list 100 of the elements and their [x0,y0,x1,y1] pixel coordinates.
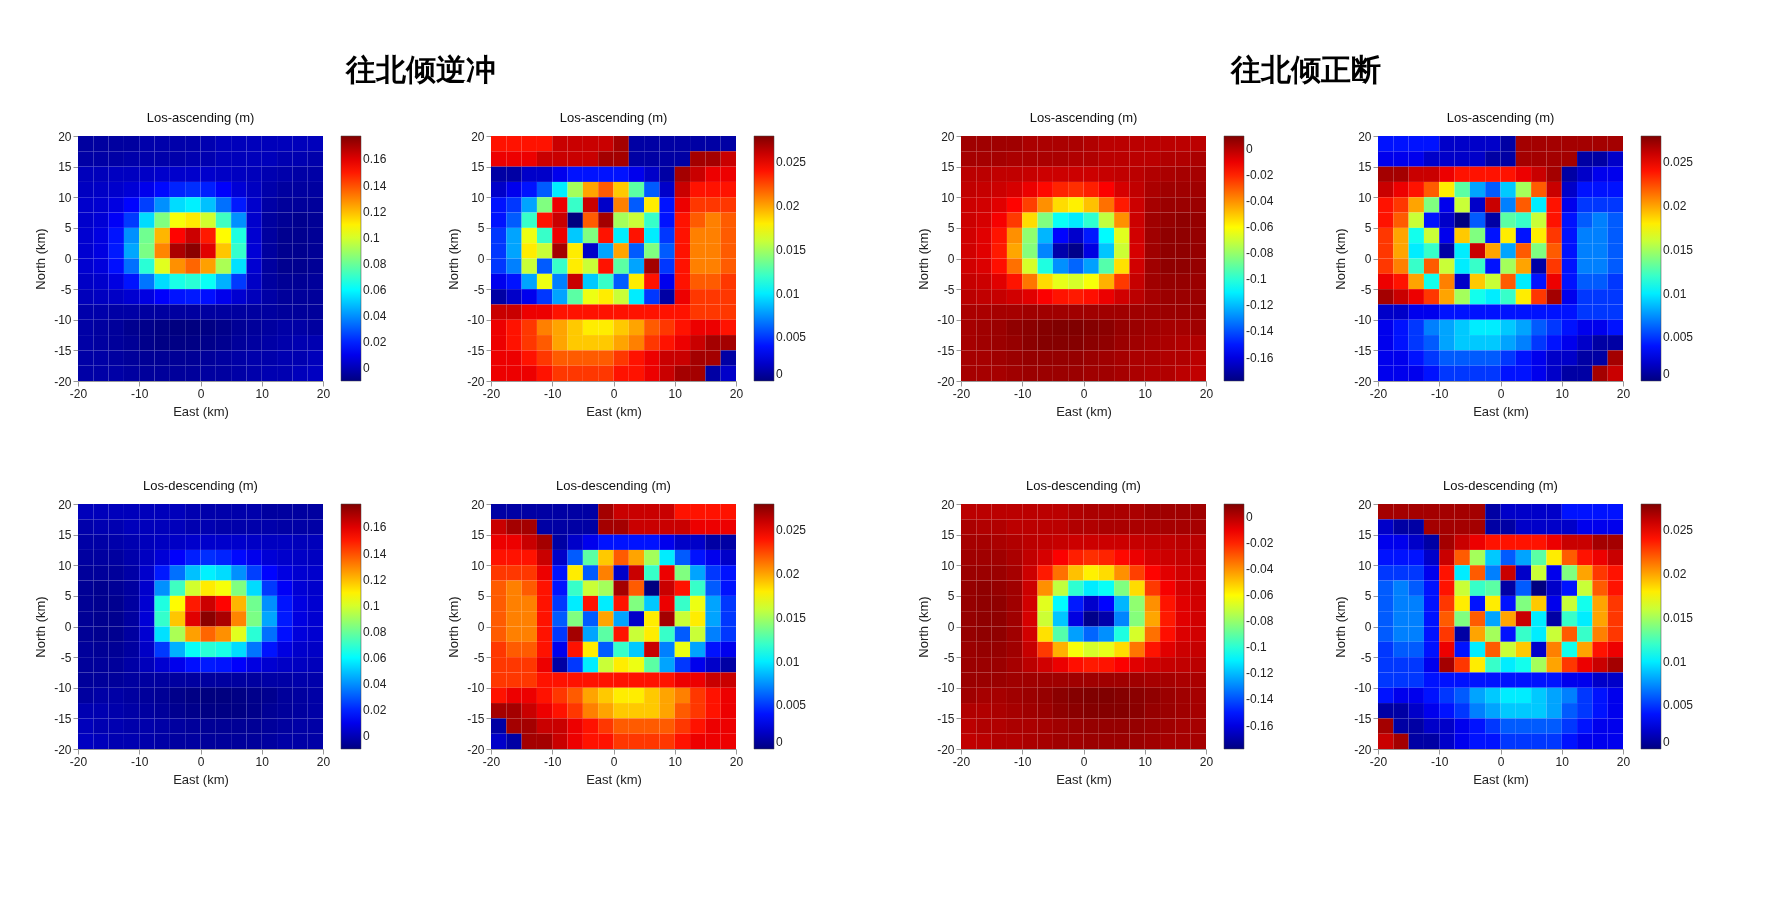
y-tick-label: 5 [947,589,955,604]
y-tick-label: 20 [1358,497,1372,512]
color-bar-label: 0.02 [363,702,387,717]
color-bar-label: -0.12 [1246,666,1274,681]
y-tick-label: -10 [1354,681,1372,696]
y-tick-label: -15 [467,343,485,358]
y-tick-label: 15 [58,160,72,175]
y-axis-title: North (km) [916,596,932,658]
x-tick-label: 20 [1616,754,1631,769]
x-tick-label: 0 [1080,386,1088,401]
color-bar-label: -0.14 [1246,324,1274,339]
color-bar-label: -0.08 [1246,246,1274,261]
y-tick-label: 5 [1364,221,1372,236]
y-tick-label: -20 [1354,742,1372,757]
x-axis-title: East (km) [1473,771,1529,787]
y-tick-label: 15 [1358,160,1372,175]
color-bar-label: 0 [776,735,783,749]
y-tick-label: -10 [467,681,485,696]
y-tick-label: 0 [64,252,72,266]
chart-title: Los-descending (m) [1443,478,1558,493]
y-tick-label: 10 [1358,190,1372,205]
y-tick-label: 15 [471,160,485,175]
x-tick-label: -10 [544,754,562,769]
x-axis-title: East (km) [1056,403,1112,419]
color-bar-label: 0.14 [363,546,387,561]
color-bar-label: 0.02 [776,567,800,581]
y-tick-label: -5 [1360,650,1372,665]
color-bar-label: 0.005 [776,698,807,713]
y-tick-label: 20 [58,497,72,512]
y-tick-label: 15 [1358,528,1372,543]
x-tick-label: 10 [668,386,683,401]
y-tick-label: 15 [471,528,485,543]
y-tick-label: 10 [941,558,955,573]
x-tick-label: -10 [131,386,149,401]
color-bar-label: 0 [363,728,370,743]
color-bar-label: -0.14 [1246,692,1274,707]
x-tick-label: 10 [1138,754,1153,769]
color-bar-label: 0.015 [776,610,807,625]
color-bar-label: -0.08 [1246,614,1274,629]
y-tick-label: -20 [54,374,72,389]
color-bar-label: -0.06 [1246,220,1274,235]
color-bar-label: 0.01 [776,654,800,669]
y-tick-label: 20 [941,129,955,144]
y-tick-label: 5 [477,221,485,236]
x-tick-label: 20 [729,754,744,769]
color-bar-label: 0.16 [363,152,387,167]
x-axis-title: East (km) [173,771,229,787]
y-tick-label: -20 [54,742,72,757]
color-bar-label: 0.025 [1663,155,1694,170]
y-tick-label: -15 [1354,711,1372,726]
y-tick-label: -15 [937,711,955,726]
x-tick-label: 0 [1080,754,1088,769]
x-axis-title: East (km) [1056,771,1112,787]
color-bar-label: 0.04 [363,308,387,323]
y-axis-title: North (km) [446,596,462,658]
x-tick-label: 0 [610,754,618,769]
y-tick-label: 10 [471,558,485,573]
chart-title: Los-descending (m) [556,478,671,493]
color-bar-label: 0.025 [1663,523,1694,538]
x-tick-label: 10 [255,386,270,401]
color-bar-label: -0.16 [1246,718,1274,733]
color-bar-label: -0.16 [1246,350,1274,365]
y-tick-label: -5 [473,650,485,665]
y-tick-label: 10 [1358,558,1372,573]
y-tick-label: 10 [58,190,72,205]
y-tick-label: 5 [477,589,485,604]
color-bar-label: 0.005 [1663,330,1694,345]
color-bar-label: 0 [1246,510,1253,525]
y-axis-title: North (km) [33,596,49,658]
y-tick-label: 0 [947,252,955,266]
y-tick-label: -10 [54,313,72,328]
color-bar-label: 0.02 [1663,567,1687,581]
chart-title: Los-descending (m) [1026,478,1141,493]
color-bar-label: 0.12 [363,204,387,219]
y-tick-label: -5 [60,282,72,297]
color-bar-label: 0.02 [1663,199,1687,213]
y-tick-label: -10 [937,681,955,696]
x-tick-label: 20 [1199,386,1214,401]
color-bar-label: 0 [363,360,370,375]
color-bar-label: 0 [1663,367,1670,381]
y-tick-label: -20 [937,374,955,389]
color-bar-label: 0.14 [363,178,387,193]
x-tick-label: -10 [544,386,562,401]
x-axis-title: East (km) [586,403,642,419]
color-bar-label: 0 [776,367,783,381]
y-tick-label: -10 [467,313,485,328]
y-tick-label: 5 [64,221,72,236]
y-tick-label: 10 [471,190,485,205]
y-tick-label: -10 [1354,313,1372,328]
color-bar-label: 0.04 [363,676,387,691]
color-bar-label: 0.08 [363,256,387,271]
x-tick-label: -10 [1014,754,1032,769]
color-bar-label: 0.02 [363,334,387,349]
color-bar-label: 0.01 [1663,286,1687,301]
color-bar-label: -0.12 [1246,298,1274,313]
y-tick-label: 0 [477,620,485,634]
chart-title: Los-ascending (m) [559,110,668,125]
x-tick-label: 10 [1138,386,1153,401]
color-bar-label: 0.005 [776,330,807,345]
y-tick-label: 5 [947,221,955,236]
